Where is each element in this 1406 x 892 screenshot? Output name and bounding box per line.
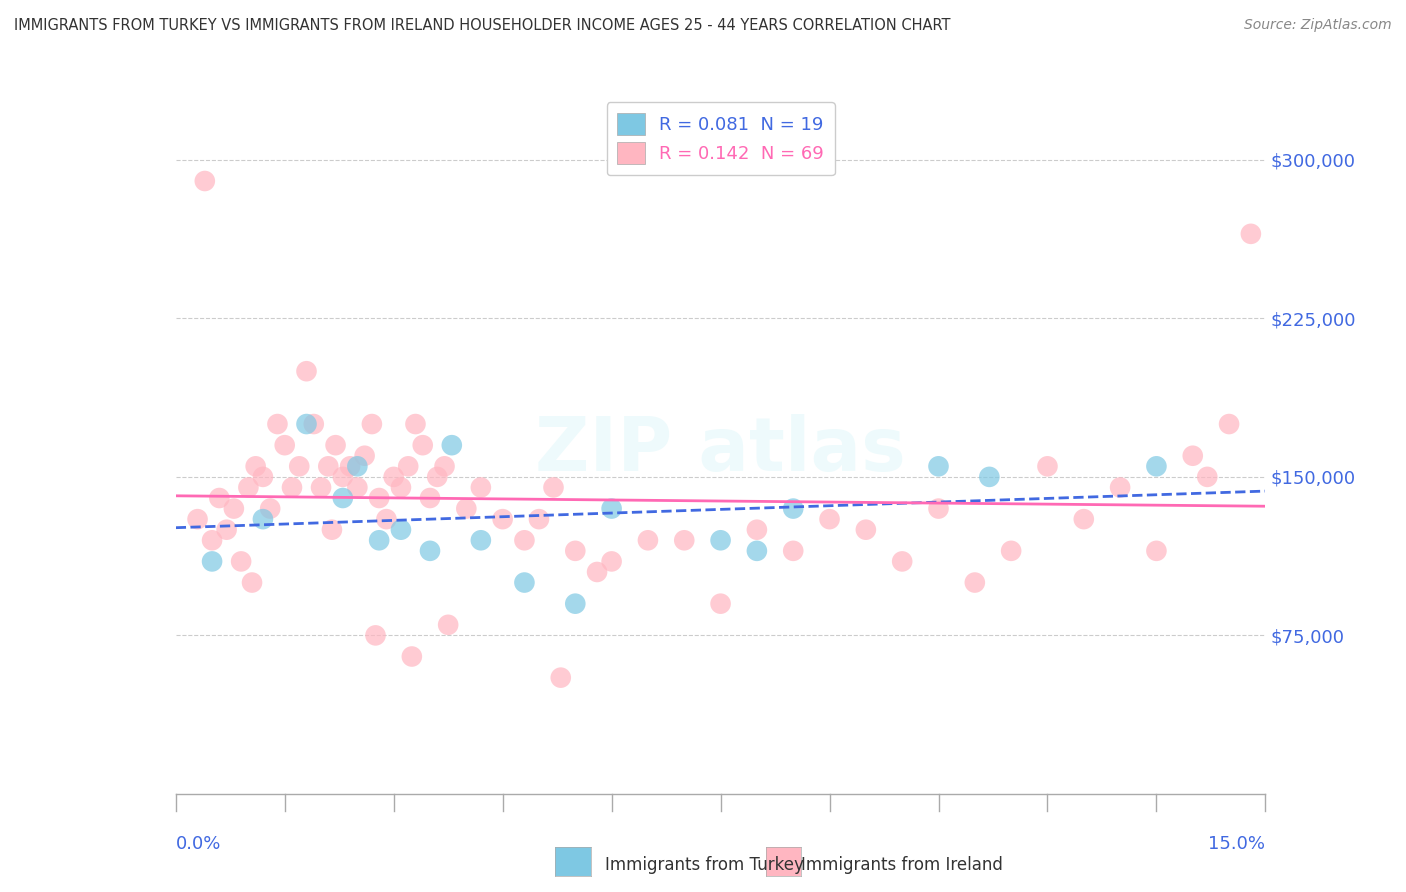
Point xyxy=(361,417,384,431)
Point xyxy=(321,523,343,537)
Point xyxy=(1181,449,1204,463)
Point xyxy=(401,649,423,664)
Point xyxy=(405,417,427,431)
Point xyxy=(252,470,274,484)
Point xyxy=(745,523,768,537)
Point xyxy=(318,459,340,474)
Point xyxy=(928,459,950,474)
Point xyxy=(266,417,288,431)
Point xyxy=(353,449,375,463)
Point xyxy=(346,459,368,474)
Point xyxy=(1197,470,1219,484)
Point xyxy=(1146,459,1168,474)
Point xyxy=(470,533,492,548)
Point xyxy=(288,459,311,474)
Point xyxy=(419,544,441,558)
Point xyxy=(513,575,536,590)
Point xyxy=(1109,480,1132,494)
Point xyxy=(309,480,332,494)
Point xyxy=(325,438,347,452)
Point xyxy=(295,417,318,431)
Point xyxy=(891,554,914,568)
Text: Source: ZipAtlas.com: Source: ZipAtlas.com xyxy=(1244,18,1392,32)
Point xyxy=(1036,459,1059,474)
Point xyxy=(231,554,253,568)
Text: ZIP atlas: ZIP atlas xyxy=(536,414,905,487)
Point xyxy=(281,480,304,494)
Point xyxy=(389,523,412,537)
Text: IMMIGRANTS FROM TURKEY VS IMMIGRANTS FROM IRELAND HOUSEHOLDER INCOME AGES 25 - 4: IMMIGRANTS FROM TURKEY VS IMMIGRANTS FRO… xyxy=(14,18,950,33)
Text: 0.0%: 0.0% xyxy=(176,835,221,853)
Point xyxy=(389,480,412,494)
Point xyxy=(412,438,434,452)
Point xyxy=(637,533,659,548)
Point xyxy=(470,480,492,494)
Point xyxy=(259,501,281,516)
Point xyxy=(527,512,550,526)
Point xyxy=(586,565,609,579)
Point xyxy=(396,459,419,474)
Point xyxy=(302,417,325,431)
Point xyxy=(245,459,267,474)
Point xyxy=(215,523,238,537)
Point xyxy=(818,512,841,526)
Text: Immigrants from Turkey: Immigrants from Turkey xyxy=(605,856,803,874)
Point xyxy=(782,544,804,558)
Point xyxy=(368,533,391,548)
Point xyxy=(673,533,696,548)
Point xyxy=(274,438,297,452)
Point xyxy=(437,617,460,632)
Point xyxy=(368,491,391,505)
Point xyxy=(1240,227,1263,241)
Point xyxy=(440,438,463,452)
Point xyxy=(600,554,623,568)
Point xyxy=(1000,544,1022,558)
Point xyxy=(433,459,456,474)
Point xyxy=(492,512,515,526)
Point xyxy=(456,501,478,516)
Point xyxy=(1073,512,1095,526)
Point xyxy=(375,512,398,526)
Point xyxy=(513,533,536,548)
Point xyxy=(426,470,449,484)
Point xyxy=(208,491,231,505)
Point xyxy=(332,491,354,505)
Legend: R = 0.081  N = 19, R = 0.142  N = 69: R = 0.081 N = 19, R = 0.142 N = 69 xyxy=(606,103,835,175)
Point xyxy=(364,628,387,642)
Point xyxy=(1218,417,1240,431)
Point xyxy=(332,470,354,484)
Point xyxy=(339,459,361,474)
Point xyxy=(745,544,768,558)
Point xyxy=(201,554,224,568)
Point xyxy=(963,575,986,590)
Point xyxy=(252,512,274,526)
Point xyxy=(600,501,623,516)
Point xyxy=(201,533,224,548)
Point xyxy=(855,523,877,537)
Point xyxy=(710,533,733,548)
Point xyxy=(382,470,405,484)
Point xyxy=(295,364,318,378)
Point xyxy=(222,501,245,516)
Point xyxy=(928,501,950,516)
Point xyxy=(710,597,733,611)
Point xyxy=(979,470,1001,484)
Point xyxy=(238,480,260,494)
Text: 15.0%: 15.0% xyxy=(1208,835,1265,853)
Point xyxy=(186,512,209,526)
Point xyxy=(194,174,217,188)
Point xyxy=(564,597,586,611)
Point xyxy=(782,501,804,516)
Point xyxy=(419,491,441,505)
Point xyxy=(346,480,368,494)
Text: Immigrants from Ireland: Immigrants from Ireland xyxy=(801,856,1004,874)
Point xyxy=(1146,544,1168,558)
Point xyxy=(543,480,565,494)
Point xyxy=(564,544,586,558)
Point xyxy=(550,671,572,685)
Point xyxy=(240,575,263,590)
